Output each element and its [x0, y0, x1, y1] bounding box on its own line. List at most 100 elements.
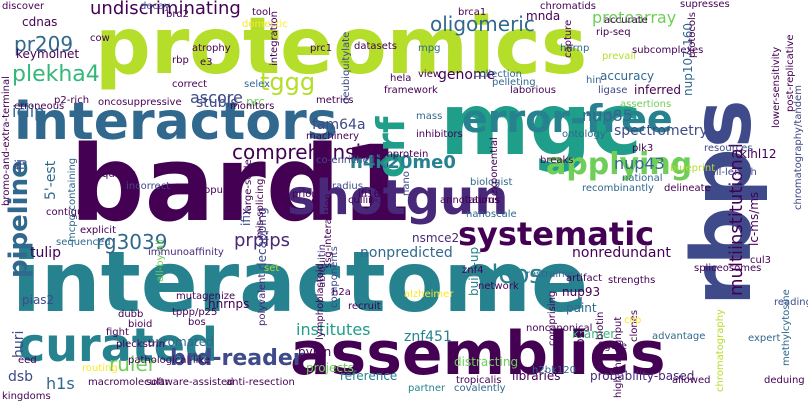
- word: cul3: [750, 255, 771, 266]
- word: lower-sensitivity: [771, 46, 782, 128]
- word: oncosuppressive: [98, 97, 182, 108]
- word: methylcytosine: [781, 289, 792, 366]
- word: error-free: [462, 97, 673, 141]
- word: breaks: [540, 155, 574, 166]
- word: software-assisted: [146, 377, 234, 388]
- word: h1s: [46, 374, 75, 393]
- word: datasets: [354, 41, 398, 52]
- word: biotin: [595, 311, 606, 340]
- word: tppp/p25: [172, 307, 218, 318]
- word: keymolnet: [16, 47, 80, 61]
- word: strengths: [608, 275, 656, 286]
- word: rbp: [172, 55, 189, 66]
- word: expert: [748, 333, 781, 344]
- word: ontology: [562, 129, 606, 140]
- word: inferred: [634, 83, 681, 97]
- word: nonredundant: [572, 245, 671, 261]
- word: h2bk120: [532, 365, 576, 376]
- word: high-throughput: [613, 316, 624, 398]
- word: discover: [2, 1, 45, 12]
- word: plekha4: [12, 62, 100, 87]
- word: lc-ms/ms: [747, 191, 761, 246]
- word: subcomplexes: [632, 45, 704, 56]
- word: monitors: [230, 101, 275, 112]
- word: oligomeric: [430, 12, 535, 36]
- word: dsb: [8, 369, 34, 385]
- word: automated: [148, 335, 214, 349]
- word: routing: [82, 363, 118, 374]
- word: dcps: [482, 260, 543, 290]
- word: mgc: [440, 75, 643, 175]
- word: restrainer: [526, 269, 575, 280]
- word: pelleting: [492, 77, 536, 88]
- word: prc1: [310, 43, 333, 54]
- word: delineate: [664, 183, 711, 194]
- word: nsmce2: [412, 231, 460, 245]
- word: radius: [332, 181, 363, 192]
- word: brca1: [458, 7, 487, 18]
- word: cow: [90, 33, 110, 44]
- word: advantage: [652, 331, 706, 342]
- word: machinery: [306, 131, 360, 142]
- word: ruler: [109, 352, 156, 376]
- word: artifact: [566, 273, 603, 284]
- word: deduing: [764, 375, 805, 386]
- word: brd2: [166, 9, 189, 20]
- word: prevail: [602, 51, 636, 62]
- word: explicit: [80, 225, 116, 236]
- word: hnrnp: [560, 43, 590, 54]
- word: bioid: [128, 319, 153, 330]
- word: mpg: [418, 43, 441, 54]
- word: qualify: [102, 169, 136, 180]
- word: interactome: [12, 233, 588, 331]
- word: spectrometry: [614, 123, 708, 139]
- word: decay: [140, 1, 171, 12]
- word: supresses: [680, 0, 730, 10]
- word: 5'-est: [43, 160, 59, 200]
- word: exponential: [489, 137, 500, 196]
- word: dubb: [118, 309, 144, 320]
- word: ssg-interaction: [323, 193, 334, 268]
- word: alzheimer: [404, 289, 454, 300]
- word: sequenced: [56, 237, 111, 248]
- word: eed: [18, 355, 37, 366]
- word: deubiquitylate: [341, 31, 352, 104]
- word: prpips: [234, 230, 291, 251]
- word: pleckstrin: [116, 339, 165, 350]
- word: pias2: [22, 293, 55, 307]
- word: pyhin: [298, 345, 332, 359]
- word: clip: [624, 315, 642, 326]
- word: chromatography: [715, 309, 726, 392]
- word: shotgun: [287, 170, 509, 226]
- word: xenopus: [186, 185, 229, 196]
- word: interactors: [14, 92, 338, 152]
- word: polyvalent: [257, 273, 268, 326]
- word: h2a: [332, 287, 351, 298]
- word: figure: [598, 341, 628, 352]
- word: p2-rich: [54, 95, 90, 106]
- word: accurate: [604, 15, 648, 26]
- word: rip-seq: [596, 27, 631, 38]
- word: collection: [474, 69, 522, 80]
- word: atrophy: [192, 43, 231, 54]
- word: mcpg-containing: [67, 157, 78, 242]
- word: blueprint: [670, 163, 716, 174]
- word: nano: [401, 171, 412, 196]
- word: nanoscale: [466, 209, 517, 220]
- word: comprehensive: [232, 140, 386, 164]
- word: reading: [774, 297, 808, 308]
- word: genome: [438, 67, 496, 83]
- word: anti-resection: [226, 377, 295, 388]
- word: undiscriminating: [90, 0, 241, 19]
- word: national: [622, 173, 663, 184]
- word: selex: [244, 79, 271, 90]
- word: psms: [353, 264, 367, 296]
- word: comprising: [547, 290, 558, 346]
- word: probability-based: [590, 369, 695, 383]
- word: accuracy: [600, 69, 655, 83]
- word: bard1: [70, 123, 413, 245]
- word: annotations: [440, 195, 500, 206]
- word: iclip: [12, 102, 45, 121]
- word: e3: [200, 57, 213, 68]
- word: institutes: [296, 320, 371, 339]
